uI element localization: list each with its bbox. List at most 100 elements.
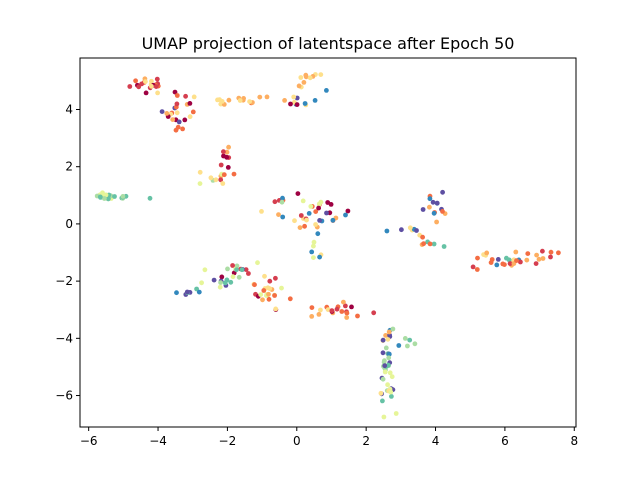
scatter-point bbox=[316, 312, 322, 317]
scatter-point bbox=[514, 258, 519, 263]
scatter-point bbox=[301, 80, 307, 85]
scatter-point bbox=[280, 214, 286, 220]
scatter-point bbox=[288, 101, 293, 107]
scatter-point bbox=[197, 169, 203, 175]
scatter-point bbox=[302, 223, 307, 229]
scatter-point bbox=[383, 333, 388, 338]
scatter-point bbox=[313, 222, 318, 227]
scatter-point bbox=[247, 99, 253, 104]
scatter-point bbox=[504, 255, 509, 261]
scatter-point bbox=[309, 314, 315, 319]
x-tick-label: −4 bbox=[149, 434, 167, 448]
scatter-point bbox=[396, 343, 402, 348]
scatter-point bbox=[164, 111, 170, 116]
scatter-point bbox=[318, 72, 324, 77]
scatter-point bbox=[349, 304, 354, 310]
x-tick-label: −6 bbox=[80, 434, 98, 448]
scatter-point bbox=[127, 84, 133, 89]
scatter-point bbox=[226, 144, 232, 150]
scatter-point bbox=[311, 255, 316, 260]
scatter-point bbox=[495, 257, 501, 262]
scatter-point bbox=[272, 293, 277, 298]
scatter-point bbox=[548, 254, 553, 260]
scatter-point bbox=[334, 306, 340, 312]
scatter-point bbox=[427, 241, 433, 247]
scatter-point bbox=[298, 213, 304, 218]
scatter-point bbox=[234, 267, 239, 273]
scatter-point bbox=[139, 81, 145, 87]
scatter-point bbox=[536, 256, 542, 262]
y-tick-label: −4 bbox=[55, 331, 73, 345]
scatter-point bbox=[309, 305, 315, 310]
scatter-point bbox=[384, 228, 390, 234]
scatter-point bbox=[261, 288, 267, 293]
scatter-point bbox=[525, 251, 531, 256]
scatter-point bbox=[405, 343, 410, 349]
scatter-point bbox=[187, 101, 193, 106]
chart-title: UMAP projection of latentspace after Epo… bbox=[142, 34, 515, 53]
scatter-point bbox=[174, 110, 180, 116]
scatter-point bbox=[431, 210, 437, 216]
scatter-point bbox=[315, 231, 321, 237]
scatter-point bbox=[255, 260, 260, 266]
scatter-point bbox=[556, 250, 561, 256]
x-tick-label: 0 bbox=[293, 434, 301, 448]
scatter-point bbox=[330, 217, 336, 223]
scatter-point bbox=[382, 369, 388, 375]
scatter-point bbox=[219, 274, 225, 280]
scatter-point bbox=[307, 75, 313, 81]
scatter-point bbox=[302, 101, 308, 106]
scatter-point bbox=[97, 194, 103, 200]
y-axis-ticks: −6 −4 −2 0 2 4 bbox=[55, 102, 80, 403]
scatter-point bbox=[230, 274, 236, 280]
scatter-point bbox=[260, 297, 265, 303]
scatter-point bbox=[190, 109, 196, 115]
scatter-point bbox=[387, 370, 393, 376]
scatter-point bbox=[484, 250, 490, 256]
scatter-point bbox=[378, 390, 384, 396]
x-tick-label: 2 bbox=[362, 434, 370, 448]
scatter-points bbox=[94, 72, 561, 420]
scatter-point bbox=[120, 194, 126, 199]
scatter-point bbox=[172, 89, 178, 95]
scatter-point bbox=[329, 308, 335, 313]
scatter-point bbox=[149, 83, 154, 89]
scatter-point bbox=[175, 124, 181, 130]
scatter-point bbox=[343, 212, 348, 218]
y-tick-label: −6 bbox=[55, 389, 73, 403]
scatter-point bbox=[434, 200, 440, 206]
scatter-point bbox=[304, 217, 309, 223]
scatter-point bbox=[389, 374, 395, 380]
scatter-point bbox=[154, 76, 160, 82]
scatter-point bbox=[385, 382, 390, 388]
scatter-point bbox=[218, 280, 224, 285]
scatter-point bbox=[548, 249, 554, 255]
scatter-point bbox=[287, 296, 293, 302]
scatter-point bbox=[266, 291, 271, 297]
x-tick-label: 6 bbox=[501, 434, 509, 448]
scatter-point bbox=[317, 254, 322, 260]
scatter-point bbox=[265, 285, 271, 291]
scatter-point bbox=[143, 90, 149, 96]
scatter-point bbox=[273, 306, 279, 312]
scatter-point bbox=[312, 98, 318, 103]
scatter-point bbox=[297, 225, 303, 231]
scatter-point bbox=[231, 171, 237, 177]
scatter-point bbox=[112, 194, 117, 199]
scatter-point bbox=[221, 172, 227, 178]
scatter-point bbox=[470, 264, 476, 270]
scatter-point bbox=[355, 313, 360, 319]
x-axis-ticks: −6 −4 −2 0 2 4 6 8 bbox=[80, 427, 578, 448]
scatter-point bbox=[266, 296, 272, 302]
scatter-point bbox=[257, 94, 263, 100]
scatter-point bbox=[427, 204, 432, 210]
scatter-point bbox=[264, 94, 270, 100]
scatter-point bbox=[197, 181, 203, 187]
scatter-point bbox=[221, 149, 226, 155]
scatter-point bbox=[220, 181, 226, 186]
y-tick-label: 4 bbox=[65, 102, 73, 116]
scatter-point bbox=[389, 394, 394, 399]
scatter-point bbox=[380, 376, 386, 382]
scatter-point bbox=[431, 241, 437, 247]
scatter-point bbox=[475, 255, 480, 261]
